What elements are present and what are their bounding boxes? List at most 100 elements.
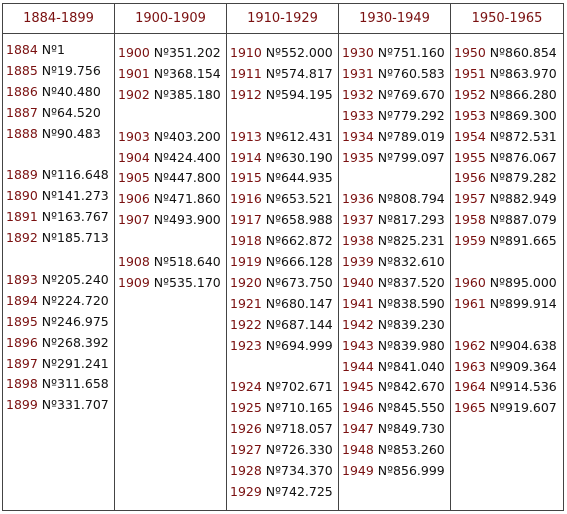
- year-label: 1905: [118, 170, 150, 186]
- year-entry: 1907 Nº493.900: [118, 212, 221, 228]
- serial-number: Nº853.260: [377, 442, 445, 458]
- serial-number: Nº311.658: [41, 376, 109, 392]
- year-label: 1892: [6, 230, 38, 246]
- year-entry: 1940 Nº837.520: [342, 275, 445, 291]
- serial-number: Nº19.756: [41, 62, 101, 78]
- year-label: 1919: [230, 254, 262, 269]
- serial-number: Nº268.392: [41, 334, 109, 350]
- serial-number: Nº351.202: [153, 45, 221, 60]
- serial-number: Nº710.165: [265, 400, 333, 416]
- serial-number: Nº658.988: [265, 212, 333, 228]
- year-entry: 1918 Nº662.872: [230, 233, 333, 249]
- year-label: 1943: [342, 337, 374, 353]
- year-label: 1893: [6, 271, 38, 287]
- year-label: 1916: [230, 191, 262, 207]
- year-entry: 1951 Nº863.970: [454, 66, 557, 82]
- year-label: 1902: [118, 86, 150, 102]
- serial-number: Nº224.720: [41, 292, 109, 308]
- year-entry: 1944 Nº841.040: [342, 359, 445, 375]
- year-entry: 1914 Nº630.190: [230, 150, 333, 166]
- serial-number: Nº779.292: [377, 107, 445, 123]
- column-header: 1900-1909: [115, 4, 226, 34]
- serial-number: Nº90.483: [41, 125, 101, 141]
- year-entry: 1925 Nº710.165: [230, 400, 333, 416]
- year-label: 1891: [6, 209, 38, 225]
- year-label: 1909: [118, 274, 150, 290]
- year-entry: 1943 Nº839.980: [342, 338, 445, 354]
- serial-number: Nº842.670: [377, 379, 445, 395]
- year-label: 1957: [454, 191, 486, 207]
- serial-number: Nº895.000: [489, 274, 557, 290]
- serial-number: Nº331.707: [41, 397, 109, 413]
- year-label: 1890: [6, 188, 38, 204]
- year-label: 1937: [342, 212, 374, 228]
- year-entry: 1958 Nº887.079: [454, 212, 557, 228]
- year-label: 1918: [230, 233, 262, 249]
- serial-number: Nº141.273: [41, 188, 109, 204]
- year-label: 1898: [6, 376, 38, 392]
- serial-number: Nº869.300: [489, 107, 557, 123]
- serial-number: Nº185.713: [41, 230, 109, 246]
- serial-number: Nº909.364: [489, 358, 557, 374]
- year-label: 1887: [6, 104, 38, 120]
- year-label: 1928: [230, 463, 262, 478]
- serial-number: Nº40.480: [41, 83, 101, 99]
- year-label: 1931: [342, 65, 374, 81]
- serial-number: Nº612.431: [265, 128, 333, 144]
- serial-number: Nº760.583: [377, 65, 445, 81]
- year-entry: 1906 Nº471.860: [118, 191, 221, 207]
- serial-number: Nº1: [41, 42, 65, 57]
- year-entry: 1945 Nº842.670: [342, 379, 445, 395]
- year-label: 1912: [230, 86, 262, 102]
- serial-number: Nº808.794: [377, 191, 445, 207]
- year-entry: 1954 Nº872.531: [454, 129, 557, 145]
- year-label: 1885: [6, 62, 38, 78]
- serial-number: Nº535.170: [153, 274, 221, 290]
- serial-number: Nº424.400: [153, 149, 221, 165]
- serial-number: Nº666.128: [265, 254, 333, 269]
- serial-number: Nº205.240: [41, 271, 109, 287]
- serial-number: Nº817.293: [377, 212, 445, 228]
- year-label: 1953: [454, 107, 486, 123]
- column-1910-1929: 1910-1929 1910 Nº552.000 1911 Nº574.817 191…: [227, 4, 339, 510]
- serial-number: Nº860.854: [489, 45, 557, 60]
- serial-number: Nº680.147: [265, 295, 333, 311]
- year-entry: 1889 Nº116.648: [6, 167, 109, 183]
- year-label: 1936: [342, 191, 374, 207]
- year-entry: 1885 Nº19.756: [6, 63, 101, 79]
- year-label: 1929: [230, 483, 262, 499]
- year-entry: 1964 Nº914.536: [454, 379, 557, 395]
- year-label: 1950: [454, 45, 486, 60]
- serial-number: Nº742.725: [265, 483, 333, 499]
- serial-number: Nº914.536: [489, 379, 557, 395]
- year-entry: 1955 Nº876.067: [454, 150, 557, 166]
- year-label: 1951: [454, 65, 486, 81]
- year-label: 1910: [230, 45, 262, 60]
- year-entry: 1892 Nº185.713: [6, 230, 109, 246]
- year-label: 1888: [6, 125, 38, 141]
- year-label: 1965: [454, 400, 486, 416]
- year-label: 1889: [6, 167, 38, 183]
- year-entry: 1956 Nº879.282: [454, 170, 557, 186]
- year-entry: 1893 Nº205.240: [6, 272, 109, 288]
- year-entry: 1937 Nº817.293: [342, 212, 445, 228]
- year-label: 1896: [6, 334, 38, 350]
- year-label: 1927: [230, 442, 262, 458]
- serial-number: Nº849.730: [377, 421, 445, 437]
- serial-number: Nº882.949: [489, 191, 557, 207]
- serial-number: Nº246.975: [41, 313, 109, 329]
- serial-number: Nº662.872: [265, 233, 333, 249]
- column-header: 1950-1965: [451, 4, 563, 34]
- year-entry: 1950 Nº860.854: [454, 45, 557, 61]
- serial-number: Nº856.999: [377, 463, 445, 478]
- year-label: 1958: [454, 212, 486, 228]
- year-entry: 1960 Nº895.000: [454, 275, 557, 291]
- year-label: 1924: [230, 379, 262, 395]
- serial-number: Nº291.241: [41, 355, 109, 371]
- year-label: 1963: [454, 358, 486, 374]
- year-label: 1932: [342, 86, 374, 102]
- year-label: 1922: [230, 316, 262, 332]
- year-label: 1945: [342, 379, 374, 395]
- year-entry: 1965 Nº919.607: [454, 400, 557, 416]
- serial-number: Nº839.980: [377, 337, 445, 353]
